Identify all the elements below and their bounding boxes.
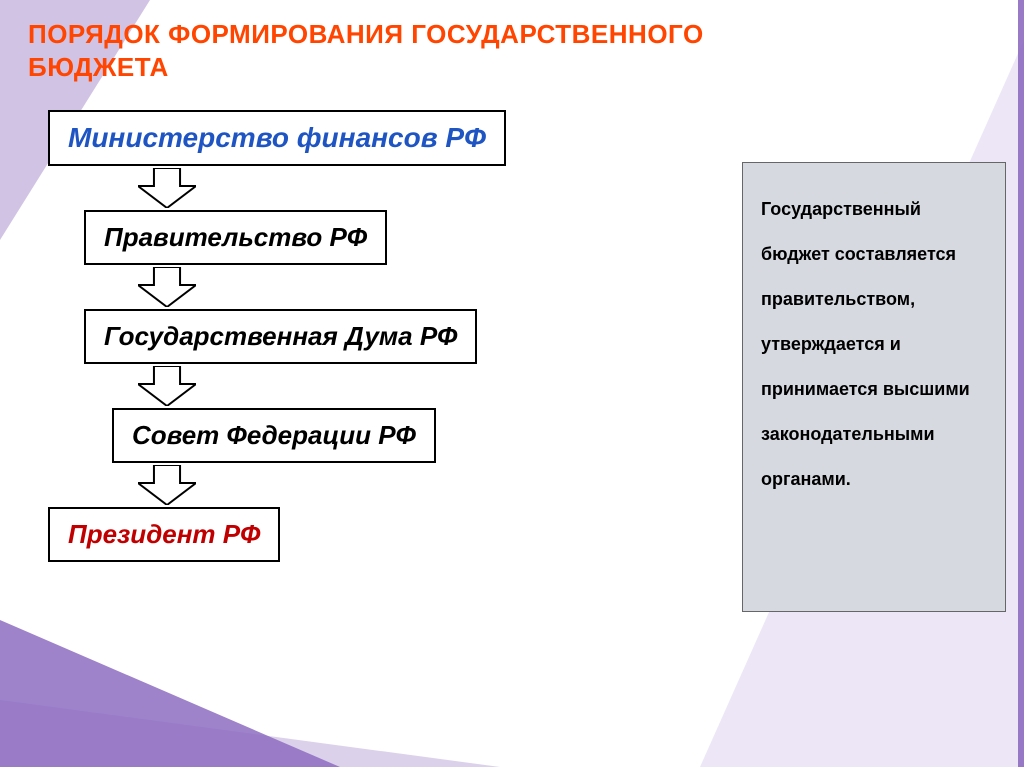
title-line-1: ПОРЯДОК ФОРМИРОВАНИЯ ГОСУДАРСТВЕННОГО bbox=[28, 18, 704, 51]
arrow-down-icon bbox=[138, 168, 196, 208]
flow-node-president: Президент РФ bbox=[48, 507, 280, 562]
flow-node-duma: Государственная Дума РФ bbox=[84, 309, 477, 364]
flow-node-ministry: Министерство финансов РФ bbox=[48, 110, 506, 166]
flow-row-0: Министерство финансов РФ bbox=[48, 110, 608, 166]
deco-bottom-left2 bbox=[0, 700, 500, 767]
flow-arrow-2 bbox=[48, 364, 608, 408]
deco-bottom-left bbox=[0, 620, 340, 767]
flow-row-4: Президент РФ bbox=[48, 507, 608, 562]
arrow-down-icon bbox=[138, 465, 196, 505]
flow-row-3: Совет Федерации РФ bbox=[48, 408, 608, 463]
flow-arrow-3 bbox=[48, 463, 608, 507]
title-line-2: БЮДЖЕТА bbox=[28, 51, 704, 84]
slide-title: ПОРЯДОК ФОРМИРОВАНИЯ ГОСУДАРСТВЕННОГО БЮ… bbox=[28, 18, 704, 83]
flow-node-federation-council: Совет Федерации РФ bbox=[112, 408, 436, 463]
description-text: Государственный бюджет составляется прав… bbox=[761, 187, 987, 502]
flow-row-2: Государственная Дума РФ bbox=[48, 309, 608, 364]
description-box: Государственный бюджет составляется прав… bbox=[742, 162, 1006, 612]
arrow-down-icon bbox=[138, 366, 196, 406]
deco-right-thin bbox=[1018, 0, 1024, 767]
flow-arrow-0 bbox=[48, 166, 608, 210]
flow-arrow-1 bbox=[48, 265, 608, 309]
flow-row-1: Правительство РФ bbox=[48, 210, 608, 265]
arrow-down-icon bbox=[138, 267, 196, 307]
flow-node-government: Правительство РФ bbox=[84, 210, 387, 265]
budget-flow: Министерство финансов РФ Правительство Р… bbox=[48, 110, 608, 562]
